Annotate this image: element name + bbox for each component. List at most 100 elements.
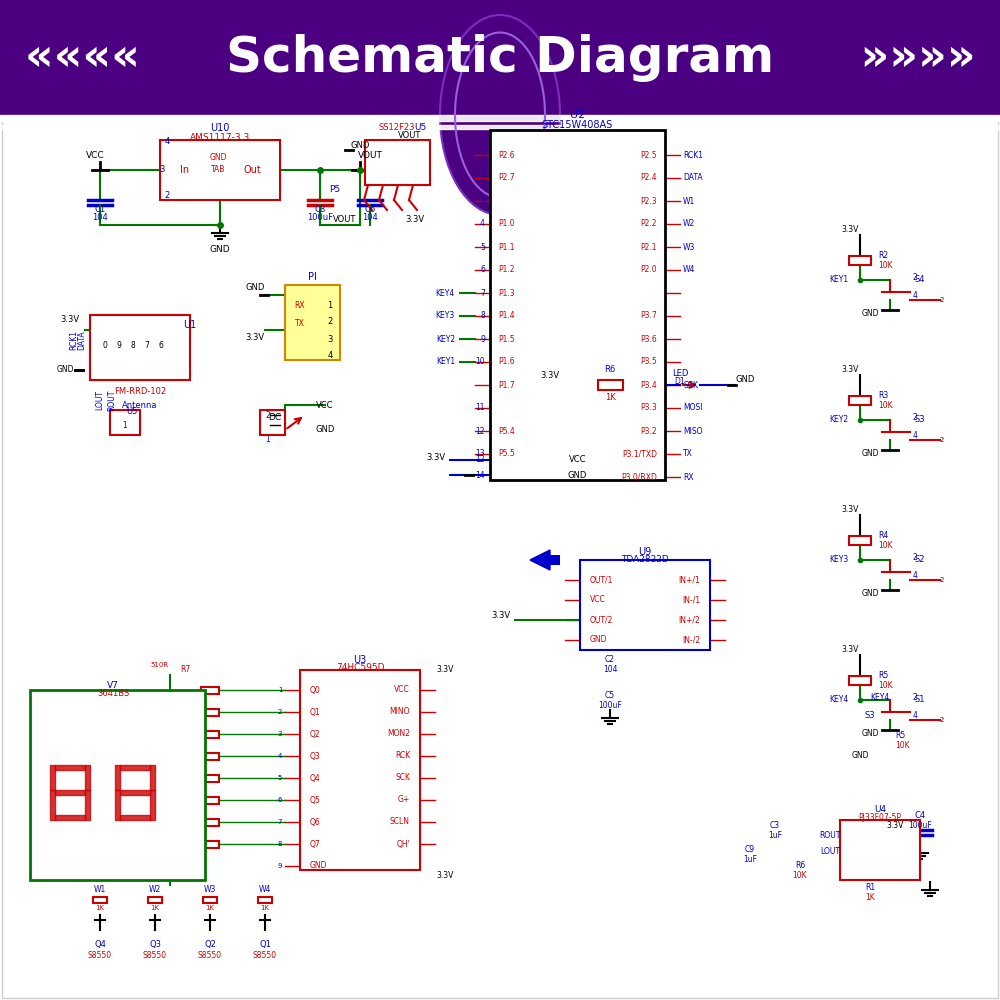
- Text: 3.3V: 3.3V: [436, 870, 454, 880]
- Text: 4: 4: [913, 570, 917, 580]
- Text: 1uF: 1uF: [768, 830, 782, 840]
- Text: 1: 1: [278, 687, 282, 693]
- Text: 3641BS: 3641BS: [97, 688, 129, 698]
- Text: 3.3V: 3.3V: [491, 610, 510, 619]
- Text: P1.4: P1.4: [498, 312, 515, 320]
- Text: W2: W2: [149, 886, 161, 894]
- Bar: [365, 140, 430, 185]
- Text: 100uF: 100uF: [908, 820, 932, 830]
- Text: W1: W1: [94, 886, 106, 894]
- Text: MON2: MON2: [387, 730, 410, 738]
- Bar: [285, 285, 340, 360]
- Text: GND: GND: [861, 448, 879, 458]
- Text: C5: C5: [605, 690, 615, 700]
- Bar: [30, 690, 205, 880]
- Text: V7: V7: [107, 680, 119, 690]
- Ellipse shape: [440, 15, 560, 215]
- Text: TDA2822D: TDA2822D: [621, 556, 669, 564]
- Bar: [201, 752, 219, 760]
- Text: GND: GND: [245, 284, 265, 292]
- Text: W4: W4: [259, 886, 271, 894]
- Text: LED: LED: [672, 368, 688, 377]
- Text: KEY4: KEY4: [829, 696, 848, 704]
- Text: R5: R5: [895, 730, 905, 740]
- Text: GND: GND: [851, 750, 869, 760]
- Text: 6: 6: [278, 797, 282, 803]
- Text: Q3: Q3: [149, 940, 161, 950]
- Text: STC15W408AS: STC15W408AS: [542, 120, 613, 130]
- Text: 14: 14: [475, 471, 485, 480]
- Text: GND: GND: [590, 636, 608, 645]
- Text: Q0: Q0: [310, 686, 321, 694]
- Text: SS12F23: SS12F23: [379, 123, 415, 132]
- Text: S4: S4: [915, 275, 925, 284]
- Text: 7: 7: [278, 819, 282, 825]
- Text: P3.4: P3.4: [640, 380, 657, 389]
- Text: 2: 2: [327, 318, 333, 326]
- Bar: [580, 560, 710, 650]
- Text: 3.3V: 3.3V: [540, 370, 560, 379]
- Text: TX: TX: [295, 318, 305, 328]
- Text: S2: S2: [915, 556, 925, 564]
- Text: 100uF: 100uF: [307, 214, 333, 223]
- Text: 3: 3: [159, 165, 165, 174]
- Text: 1K: 1K: [605, 392, 615, 401]
- Bar: [148, 897, 162, 903]
- Text: 1K: 1K: [865, 892, 875, 902]
- Bar: [849, 536, 871, 544]
- Text: 1K: 1K: [150, 905, 160, 911]
- Text: P3.0/RXD: P3.0/RXD: [621, 473, 657, 482]
- Text: S8550: S8550: [253, 950, 277, 960]
- Text: C3: C3: [770, 820, 780, 830]
- Text: 3.3V: 3.3V: [841, 226, 859, 234]
- Bar: [201, 840, 219, 848]
- Text: IN+/2: IN+/2: [678, 615, 700, 624]
- Text: GND: GND: [209, 153, 227, 162]
- Text: OUT/1: OUT/1: [590, 576, 613, 584]
- Text: VCC: VCC: [590, 595, 606, 604]
- Text: VCC: VCC: [86, 150, 104, 159]
- Text: SCK: SCK: [683, 380, 698, 389]
- Text: 6: 6: [159, 340, 163, 350]
- Text: SCK: SCK: [395, 774, 410, 782]
- Text: P1.7: P1.7: [498, 380, 515, 389]
- Text: 4: 4: [278, 753, 282, 759]
- Bar: [598, 380, 622, 390]
- Text: 5: 5: [278, 775, 282, 781]
- Text: 1K: 1K: [96, 905, 104, 911]
- Text: VCC: VCC: [316, 400, 334, 410]
- Text: 9: 9: [117, 340, 121, 350]
- Text: P2.5: P2.5: [640, 150, 657, 159]
- Text: 4: 4: [913, 290, 917, 300]
- Text: LOUT: LOUT: [96, 390, 104, 410]
- Text: R2: R2: [878, 250, 888, 259]
- Text: P1.5: P1.5: [498, 334, 515, 344]
- Text: W2: W2: [683, 220, 695, 229]
- Text: 1: 1: [266, 436, 270, 444]
- Text: GND: GND: [56, 365, 74, 374]
- Text: VOUT: VOUT: [358, 150, 382, 159]
- Bar: [201, 686, 219, 694]
- Text: GND: GND: [861, 728, 879, 738]
- Text: AMS1117-3.3: AMS1117-3.3: [190, 132, 250, 141]
- Text: R6: R6: [604, 365, 616, 374]
- Bar: [203, 897, 217, 903]
- Text: P3.5: P3.5: [640, 358, 657, 366]
- Text: P3.3: P3.3: [640, 403, 657, 412]
- Text: Q2: Q2: [310, 730, 321, 738]
- Text: U9: U9: [638, 547, 652, 557]
- Text: D1: D1: [675, 377, 685, 386]
- Text: 2: 2: [940, 577, 944, 583]
- Text: 2: 2: [278, 709, 282, 715]
- Text: MISO: MISO: [683, 426, 702, 436]
- Text: MINO: MINO: [390, 708, 410, 716]
- Text: Schematic Diagram: Schematic Diagram: [226, 33, 774, 82]
- Text: KEY4: KEY4: [870, 694, 890, 702]
- Text: 10K: 10K: [895, 740, 910, 750]
- Text: 7: 7: [145, 340, 149, 350]
- Bar: [90, 315, 190, 380]
- Text: VOUT: VOUT: [333, 216, 357, 225]
- Text: 3.3V: 3.3V: [245, 334, 265, 342]
- Bar: [849, 395, 871, 404]
- Text: P5: P5: [329, 186, 341, 194]
